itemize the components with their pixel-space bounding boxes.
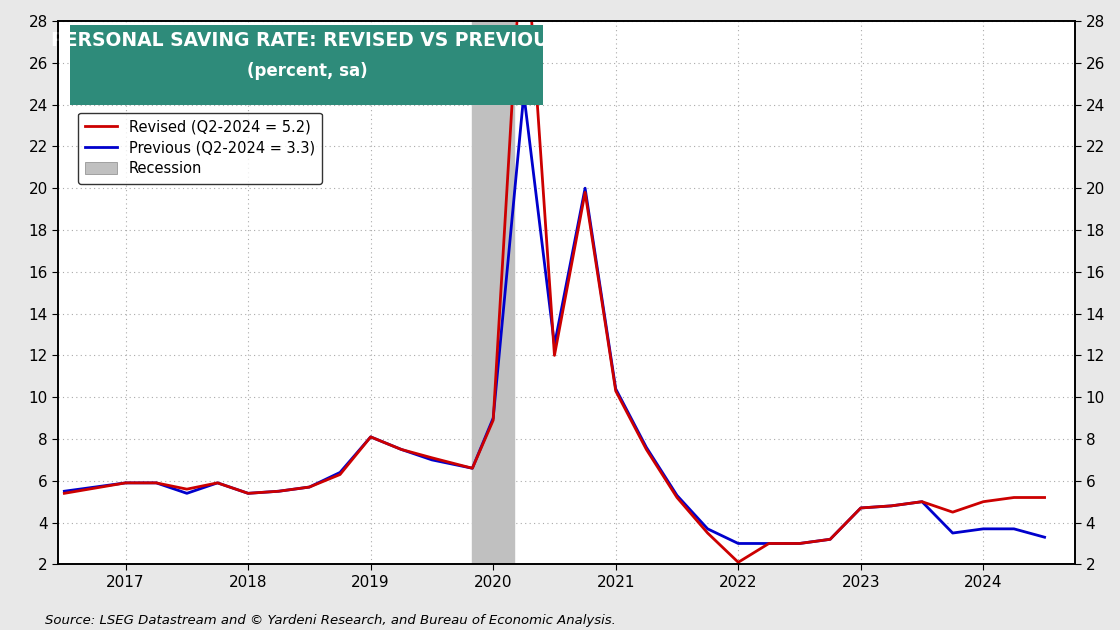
FancyBboxPatch shape	[71, 25, 543, 105]
Text: Source: LSEG Datastream and © Yardeni Research, and Bureau of Economic Analysis.: Source: LSEG Datastream and © Yardeni Re…	[45, 614, 616, 627]
Text: (percent, sa): (percent, sa)	[246, 62, 367, 81]
Text: PERSONAL SAVING RATE: REVISED VS PREVIOUS: PERSONAL SAVING RATE: REVISED VS PREVIOU…	[52, 32, 562, 50]
Bar	[473, 21, 514, 564]
Legend: Revised (Q2-2024 = 5.2), Previous (Q2-2024 = 3.3), Recession: Revised (Q2-2024 = 5.2), Previous (Q2-20…	[77, 113, 323, 184]
